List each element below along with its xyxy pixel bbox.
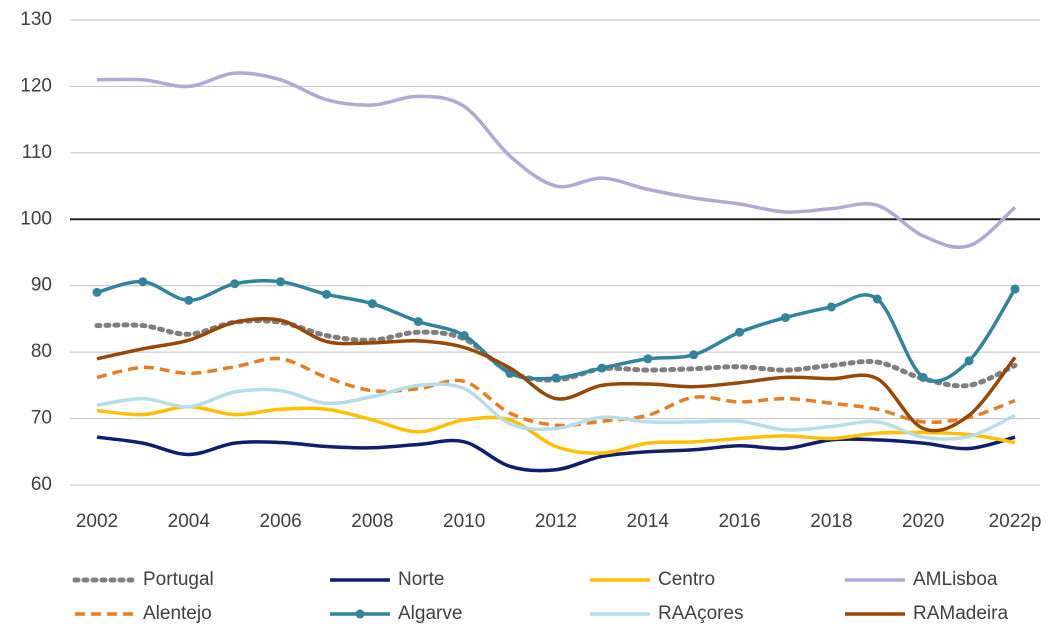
legend-label: AMLisboa [913, 569, 998, 590]
series-line [96, 382, 1016, 441]
x-tick-label: 2022p [989, 511, 1042, 532]
legend-label: Algarve [398, 603, 462, 624]
series-marker [1010, 284, 1020, 294]
legend-label: Portugal [143, 569, 214, 590]
series-marker [230, 279, 240, 289]
y-tick-label: 90 [31, 275, 52, 296]
series-marker [322, 289, 331, 299]
series-marker [643, 354, 653, 364]
series-marker [367, 299, 377, 309]
series-marker [138, 277, 148, 287]
x-tick-label: 2020 [902, 511, 944, 532]
x-tick-label: 2014 [627, 511, 670, 532]
x-tick-label: 2016 [718, 511, 760, 532]
series-line [96, 435, 1016, 473]
series-marker [92, 287, 102, 297]
series-line [96, 316, 1017, 433]
series-marker [872, 294, 882, 304]
x-tick-label: 2008 [351, 511, 393, 532]
series-line [96, 71, 1017, 250]
series-marker [918, 372, 928, 382]
legend-label: Centro [658, 569, 715, 590]
y-tick-label: 110 [22, 142, 52, 163]
series-marker [276, 277, 286, 287]
series-marker [781, 313, 790, 323]
series-line [96, 356, 1016, 428]
x-tick-label: 2002 [76, 511, 118, 532]
legend-label: Norte [398, 569, 444, 590]
x-tick-label: 2004 [168, 511, 211, 532]
series-marker [459, 331, 469, 341]
y-tick-label: 80 [31, 341, 52, 362]
y-tick-label: 70 [31, 408, 52, 429]
y-tick-label: 100 [20, 208, 52, 229]
legend-label: RAAçores [658, 603, 744, 624]
x-tick-label: 2012 [535, 511, 577, 532]
x-tick-label: 2018 [810, 511, 852, 532]
x-tick-label: 2010 [443, 511, 485, 532]
series-marker [184, 295, 194, 305]
x-tick-label: 2006 [259, 511, 301, 532]
y-tick-label: 130 [20, 9, 52, 30]
series-marker [413, 317, 423, 327]
legend-label: Alentejo [143, 603, 212, 624]
y-tick-label: 120 [20, 75, 52, 96]
series-marker [597, 363, 607, 373]
series-line [96, 404, 1016, 455]
series-marker [689, 350, 699, 360]
series-marker [964, 356, 974, 366]
y-tick-label: 60 [31, 474, 52, 495]
series-marker [551, 373, 561, 383]
legend-label: RAMadeira [913, 603, 1008, 624]
legend-marker [355, 609, 365, 619]
series-marker [735, 327, 745, 337]
series-marker [826, 302, 836, 312]
